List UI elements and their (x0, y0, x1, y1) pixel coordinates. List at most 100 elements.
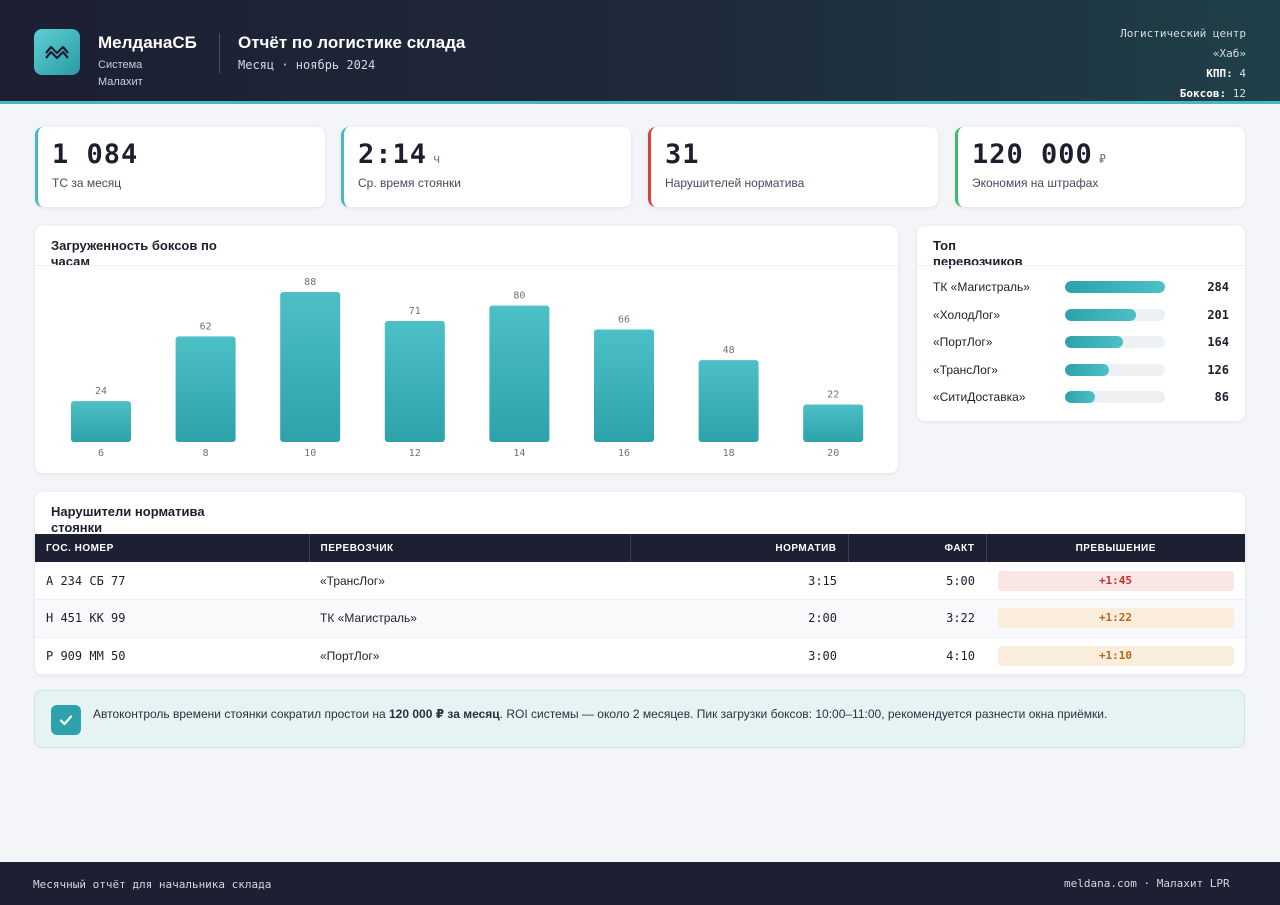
x-tick-label: 14 (513, 448, 525, 459)
bar-hour-6 (71, 401, 131, 442)
carrier-bar-track (1065, 281, 1165, 293)
header-divider (219, 33, 220, 73)
bar-hour-10 (280, 292, 341, 442)
carrier-cell: «ТрансЛог» (309, 562, 630, 600)
bar-value-label: 80 (513, 291, 525, 302)
carrier-name: «ХолодЛог» (933, 307, 1001, 322)
footer-site: meldana.com · Малахит LPR (1064, 877, 1230, 890)
carrier-bar-fill (1065, 336, 1123, 348)
fact-cell: 5:00 (848, 562, 986, 600)
carrier-row: «СитиДоставка» 86 (933, 387, 1229, 407)
bar-value-label: 66 (618, 315, 630, 326)
summary-text: Автоконтроль времени стоянки сократил пр… (93, 707, 1108, 721)
top-carriers-card: Топ перевозчиков ТК «Магистраль» 284 «Холо… (917, 226, 1245, 421)
bar-hour-12 (384, 320, 445, 442)
table-row: Н 451 КК 99 ТК «Магистраль» 2:00 3:22 +1… (35, 599, 1245, 638)
bar-value-label: 88 (304, 277, 316, 288)
carrier-name: «ПортЛог» (933, 335, 993, 349)
table-header-row: ГОС. НОМЕР ПЕРЕВОЗЧИК НОРМАТИВ ФАКТ ПРЕВ… (35, 534, 1245, 562)
table-row: Р 909 ММ 50 «ПортЛог» 3:00 4:10 +1:10 (35, 637, 1245, 675)
x-tick-label: 8 (203, 448, 209, 459)
carrier-name: «СитиДоставка» (933, 390, 1026, 404)
fact-cell: 3:22 (848, 599, 986, 638)
kpi-savings: 120 000 ₽ Экономия на штрафах (955, 127, 1245, 207)
x-tick-label: 20 (827, 448, 839, 459)
column-header-excess: ПРЕВЫШЕНИЕ (1075, 542, 1156, 554)
kpi-vehicles: 1 084 ТС за месяц (35, 127, 325, 207)
bar-value-label: 22 (827, 390, 839, 401)
norm-cell: 3:15 (630, 562, 848, 600)
kpi-value: 2:14 (358, 139, 428, 170)
kpi-label: Экономия на штрафах (972, 176, 1099, 190)
report-header: МелданаСБ Система Малахит Отчёт по логис… (0, 0, 1280, 104)
chart-title-divider (35, 265, 898, 266)
plate-cell: А 234 СБ 77 (35, 562, 309, 600)
brand-subtitle: Система Малахит (98, 59, 143, 88)
carrier-bar-track (1065, 308, 1165, 321)
kpi-violators: 31 Нарушителей норматива (648, 127, 938, 207)
carrier-row: «ТрансЛог» 126 (933, 360, 1229, 380)
kpi-unit: ч (433, 152, 442, 166)
norm-cell: 3:00 (630, 637, 848, 675)
summary-note: Автоконтроль времени стоянки сократил пр… (34, 690, 1245, 748)
excess-badge: +1:10 (997, 645, 1234, 666)
bar-value-label: 62 (200, 321, 212, 332)
violators-table: ГОС. НОМЕР ПЕРЕВОЗЧИК НОРМАТИВ ФАКТ ПРЕВ… (35, 534, 1245, 675)
brand: МелданаСБ Система Малахит (98, 33, 197, 91)
column-header-carrier: ПЕРЕВОЗЧИК (309, 534, 631, 562)
carriers-title-divider (917, 265, 1245, 266)
carrier-bar-fill (1065, 308, 1136, 321)
bar-hour-20 (803, 404, 864, 442)
x-tick-label: 18 (723, 448, 735, 459)
hub-name-quoted: «Хаб» (1212, 47, 1246, 60)
column-header-fact: ФАКТ (848, 534, 987, 562)
table-row: А 234 СБ 77 «ТрансЛог» 3:15 5:00 +1:45 (35, 562, 1245, 600)
carrier-bar-fill (1065, 391, 1096, 403)
column-header-plate: ГОС. НОМЕР (35, 534, 310, 562)
carrier-count: 201 (1207, 307, 1229, 322)
plate-cell: Н 451 КК 99 (35, 599, 309, 638)
carrier-bar-fill (1065, 281, 1165, 293)
bar-hour-16 (594, 329, 654, 442)
x-tick-label: 16 (618, 448, 630, 459)
carrier-bar-track (1065, 391, 1165, 403)
carrier-bar-fill (1065, 363, 1110, 376)
fact-cell: 4:10 (848, 637, 986, 675)
wave-logo-icon (34, 29, 80, 75)
carrier-bar-track (1065, 336, 1165, 348)
carrier-count: 86 (1214, 390, 1229, 404)
kpi-value: 1 084 (52, 139, 139, 170)
kpi-value: 31 (665, 139, 700, 170)
bar-value-label: 71 (409, 306, 421, 317)
x-tick-label: 12 (409, 448, 421, 459)
excess-badge: +1:22 (997, 608, 1234, 629)
x-tick-label: 10 (304, 448, 316, 459)
carrier-row: «ПортЛог» 164 (933, 332, 1229, 352)
carrier-count: 164 (1207, 335, 1229, 349)
report-period: Месяц · ноябрь 2024 (238, 58, 376, 72)
bar-hour-18 (698, 360, 759, 442)
carrier-name: «ТрансЛог» (933, 362, 998, 377)
summary-highlight: 120 000 ₽ за месяц (389, 707, 500, 721)
brand-name: МелданаСБ (98, 33, 197, 52)
carrier-row: ТК «Магистраль» 284 (933, 277, 1229, 297)
footer-caption: Месячный отчёт для начальника склада (33, 878, 272, 891)
kpi-label: Ср. время стоянки (358, 176, 461, 190)
bar-hour-8 (175, 336, 236, 442)
carrier-bar-track (1065, 363, 1165, 376)
carrier-cell: ТК «Магистраль» (309, 599, 630, 638)
carrier-count: 284 (1207, 280, 1229, 294)
hub-name: Логистический центр (1120, 27, 1246, 40)
carrier-count: 126 (1207, 362, 1229, 377)
report-footer: Месячный отчёт для начальника склада mel… (0, 862, 1280, 905)
column-header-norm: НОРМАТИВ (630, 534, 849, 562)
excess-cell: +1:22 (986, 599, 1245, 638)
carrier-cell: «ПортЛог» (309, 637, 630, 675)
checkmark-icon (51, 705, 81, 735)
bar-value-label: 48 (723, 345, 735, 356)
hub-info: Логистический центр «Хаб» КПП: 4 Боксов:… (1120, 24, 1246, 104)
plate-cell: Р 909 ММ 50 (35, 637, 309, 675)
kpi-unit: ₽ (1098, 152, 1108, 166)
bar-value-label: 24 (95, 386, 107, 397)
